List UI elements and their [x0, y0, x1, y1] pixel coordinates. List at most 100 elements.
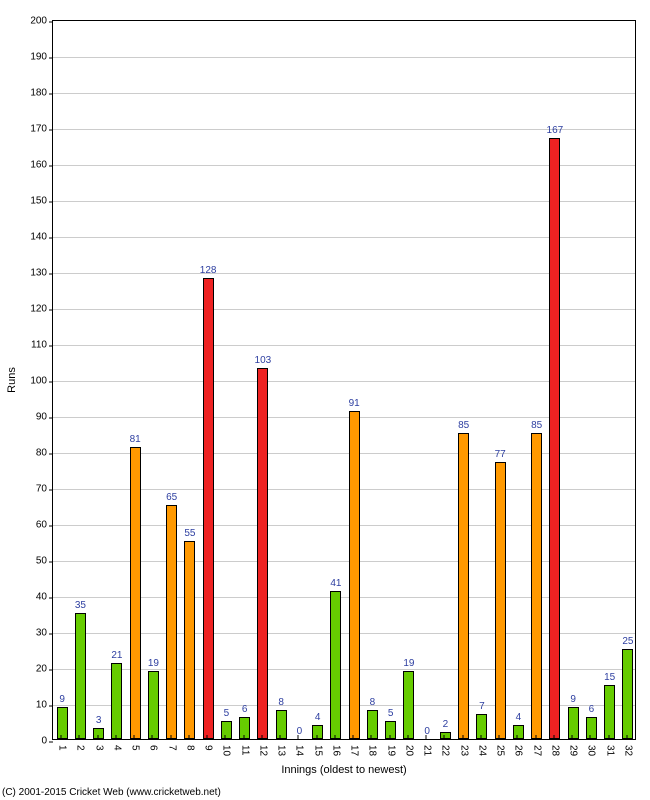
y-tick-label: 60 — [36, 520, 53, 531]
y-tick-label: 40 — [36, 592, 53, 603]
x-tick-label: 15 — [312, 739, 323, 756]
y-tick-label: 130 — [30, 268, 53, 279]
x-tick-label: 29 — [568, 739, 579, 756]
bar — [257, 368, 268, 739]
y-tick-label: 170 — [30, 124, 53, 135]
bar-value-label: 3 — [96, 715, 102, 726]
x-tick-label: 4 — [111, 739, 122, 751]
bar — [458, 433, 469, 739]
x-tick-label: 31 — [604, 739, 615, 756]
x-tick-label: 19 — [385, 739, 396, 756]
y-tick-label: 0 — [41, 736, 53, 747]
bar — [622, 649, 633, 739]
bar-value-label: 65 — [166, 492, 177, 503]
gridline — [53, 93, 635, 94]
bar — [221, 721, 232, 739]
bar-value-label: 81 — [130, 434, 141, 445]
x-tick-label: 16 — [330, 739, 341, 756]
x-tick-label: 9 — [203, 739, 214, 751]
x-tick-label: 27 — [531, 739, 542, 756]
x-tick-label: 17 — [349, 739, 360, 756]
gridline — [53, 417, 635, 418]
bar — [586, 717, 597, 739]
bar-value-label: 4 — [315, 712, 321, 723]
bar — [513, 725, 524, 739]
gridline — [53, 201, 635, 202]
bar-value-label: 85 — [458, 420, 469, 431]
bar — [203, 278, 214, 739]
copyright-text: (C) 2001-2015 Cricket Web (www.cricketwe… — [2, 787, 221, 798]
x-tick-label: 30 — [586, 739, 597, 756]
bar-value-label: 85 — [531, 420, 542, 431]
bar-value-label: 55 — [184, 528, 195, 539]
bar-value-label: 5 — [388, 708, 394, 719]
x-tick-label: 23 — [458, 739, 469, 756]
x-tick-label: 3 — [93, 739, 104, 751]
x-tick-label: 18 — [367, 739, 378, 756]
x-tick-label: 6 — [148, 739, 159, 751]
bar — [57, 707, 68, 739]
x-tick-label: 28 — [549, 739, 560, 756]
bar-value-label: 77 — [495, 449, 506, 460]
bar — [568, 707, 579, 739]
x-tick-label: 10 — [221, 739, 232, 756]
bar-value-label: 35 — [75, 600, 86, 611]
y-tick-label: 80 — [36, 448, 53, 459]
x-tick-label: 5 — [130, 739, 141, 751]
bar — [75, 613, 86, 739]
x-tick-label: 12 — [257, 739, 268, 756]
x-tick-label: 20 — [403, 739, 414, 756]
bar-value-label: 21 — [111, 650, 122, 661]
bar-value-label: 25 — [622, 636, 633, 647]
bar — [531, 433, 542, 739]
x-tick-label: 21 — [422, 739, 433, 756]
bar-value-label: 15 — [604, 672, 615, 683]
bar — [111, 663, 122, 739]
bar — [130, 447, 141, 739]
gridline — [53, 273, 635, 274]
gridline — [53, 57, 635, 58]
bar-value-label: 91 — [349, 398, 360, 409]
bar-value-label: 6 — [589, 704, 595, 715]
x-tick-label: 22 — [440, 739, 451, 756]
x-tick-label: 1 — [57, 739, 68, 751]
bar — [403, 671, 414, 739]
y-tick-label: 110 — [31, 340, 53, 351]
bar — [495, 462, 506, 739]
y-axis-label: Runs — [6, 367, 18, 393]
y-tick-label: 150 — [30, 196, 53, 207]
bar — [349, 411, 360, 739]
bar-value-label: 9 — [59, 694, 65, 705]
bar-value-label: 9 — [570, 694, 576, 705]
y-tick-label: 120 — [30, 304, 53, 315]
y-tick-label: 200 — [30, 16, 53, 27]
x-tick-label: 13 — [276, 739, 287, 756]
bar-value-label: 6 — [242, 704, 248, 715]
y-tick-label: 160 — [30, 160, 53, 171]
bar — [330, 591, 341, 739]
plot-area: 0102030405060708090100110120130140150160… — [52, 20, 636, 740]
chart-container: 0102030405060708090100110120130140150160… — [0, 0, 650, 800]
x-axis-label: Innings (oldest to newest) — [281, 764, 406, 776]
x-tick-label: 24 — [476, 739, 487, 756]
y-tick-label: 20 — [36, 664, 53, 675]
x-tick-label: 32 — [622, 739, 633, 756]
bar-value-label: 4 — [516, 712, 522, 723]
bar-value-label: 7 — [479, 701, 485, 712]
bar — [148, 671, 159, 739]
bar-value-label: 103 — [255, 355, 272, 366]
bar — [604, 685, 615, 739]
bar-value-label: 19 — [403, 658, 414, 669]
bar — [549, 138, 560, 739]
y-tick-label: 10 — [36, 700, 53, 711]
gridline — [53, 381, 635, 382]
x-tick-label: 26 — [513, 739, 524, 756]
bar-value-label: 128 — [200, 265, 217, 276]
bar — [276, 710, 287, 739]
y-tick-label: 70 — [36, 484, 53, 495]
bar — [184, 541, 195, 739]
x-tick-label: 25 — [495, 739, 506, 756]
y-tick-label: 140 — [30, 232, 53, 243]
y-tick-label: 90 — [36, 412, 53, 423]
y-tick-label: 180 — [30, 88, 53, 99]
